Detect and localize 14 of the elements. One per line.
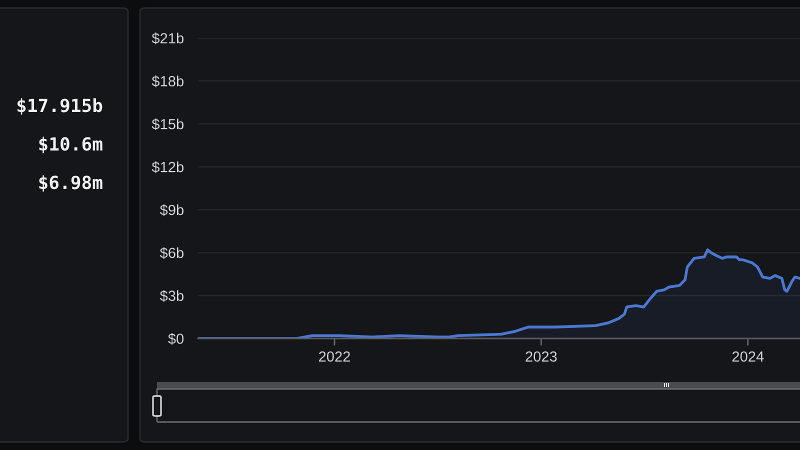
y-tick-label: $6b: [160, 247, 184, 259]
y-tick-label: $12b: [152, 161, 184, 174]
x-tick-label: 2023: [526, 351, 557, 362]
text: $10.6m: [39, 136, 102, 154]
text: $6.98m: [39, 175, 102, 192]
x-tick-label: 2022: [319, 351, 350, 362]
text: $17.915b: [17, 98, 102, 115]
y-tick-label: $0: [168, 332, 184, 345]
x-tick-label: 2024: [732, 351, 764, 362]
y-tick-label: $18b: [152, 75, 184, 88]
y-tick-label: $21b: [152, 32, 184, 44]
y-tick-label: $3b: [160, 290, 184, 302]
y-tick-label: $9b: [160, 204, 184, 216]
y-tick-label: $15b: [152, 118, 184, 130]
